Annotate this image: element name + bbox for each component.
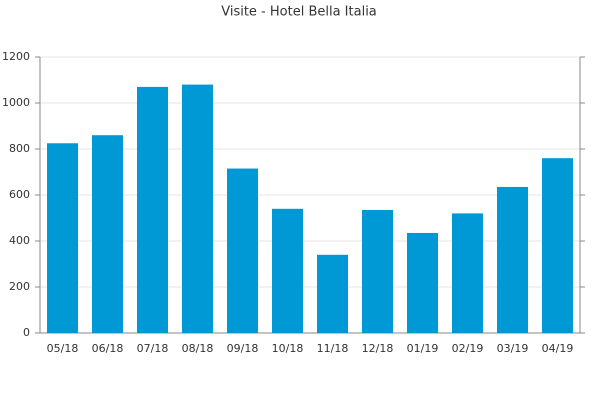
x-tick-label: 06/18 [92, 342, 124, 355]
bar [182, 84, 213, 333]
bar [272, 208, 303, 333]
x-tick-label: 08/18 [182, 342, 214, 355]
bar [317, 254, 348, 333]
x-tick-label: 09/18 [227, 342, 259, 355]
x-tick-label: 02/19 [452, 342, 484, 355]
x-tick-label: 12/18 [362, 342, 394, 355]
y-tick-label: 1200 [2, 50, 30, 63]
y-tick-label: 200 [9, 280, 30, 293]
bar [47, 143, 78, 333]
bar [137, 86, 168, 334]
y-tick-label: 800 [9, 142, 30, 155]
y-tick-label: 1000 [2, 96, 30, 109]
y-tick-label: 600 [9, 188, 30, 201]
bar [452, 213, 483, 333]
x-tick-label: 11/18 [317, 342, 349, 355]
x-tick-label: 05/18 [47, 342, 79, 355]
x-tick-label: 01/19 [407, 342, 439, 355]
y-tick-label: 0 [23, 326, 30, 339]
chart-title: Visite - Hotel Bella Italia [221, 5, 377, 20]
x-tick-label: 03/19 [497, 342, 529, 355]
bar [227, 168, 258, 333]
x-tick-label: 07/18 [137, 342, 169, 355]
bar [497, 186, 528, 333]
x-tick-label: 10/18 [272, 342, 304, 355]
bar [92, 135, 123, 333]
x-tick-label: 04/19 [542, 342, 574, 355]
bar [542, 158, 573, 333]
bar [407, 232, 438, 333]
y-tick-label: 400 [9, 234, 30, 247]
bar [362, 209, 393, 333]
